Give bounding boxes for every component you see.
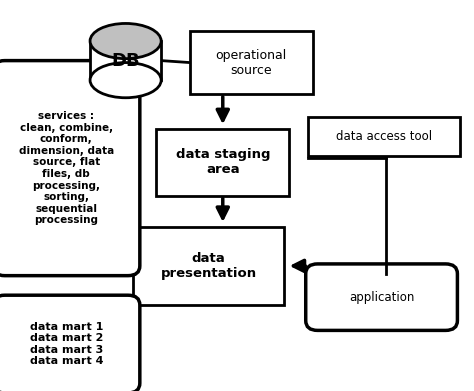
Text: data staging
area: data staging area — [175, 148, 270, 176]
Text: DB: DB — [111, 52, 140, 70]
Text: data access tool: data access tool — [336, 130, 432, 143]
FancyBboxPatch shape — [156, 129, 289, 196]
FancyBboxPatch shape — [190, 31, 313, 94]
FancyBboxPatch shape — [308, 117, 460, 156]
FancyBboxPatch shape — [306, 264, 457, 330]
Text: data mart 1
data mart 2
data mart 3
data mart 4: data mart 1 data mart 2 data mart 3 data… — [29, 322, 103, 366]
Ellipse shape — [90, 63, 161, 98]
Text: operational
source: operational source — [216, 48, 287, 77]
Text: application: application — [349, 291, 414, 304]
FancyBboxPatch shape — [0, 295, 140, 391]
FancyBboxPatch shape — [133, 227, 284, 305]
Ellipse shape — [90, 23, 161, 59]
FancyBboxPatch shape — [0, 61, 140, 276]
Text: data
presentation: data presentation — [161, 252, 256, 280]
Polygon shape — [90, 41, 161, 80]
Text: services :
clean, combine,
conform,
dimension, data
source, flat
files, db
proce: services : clean, combine, conform, dime… — [19, 111, 114, 225]
